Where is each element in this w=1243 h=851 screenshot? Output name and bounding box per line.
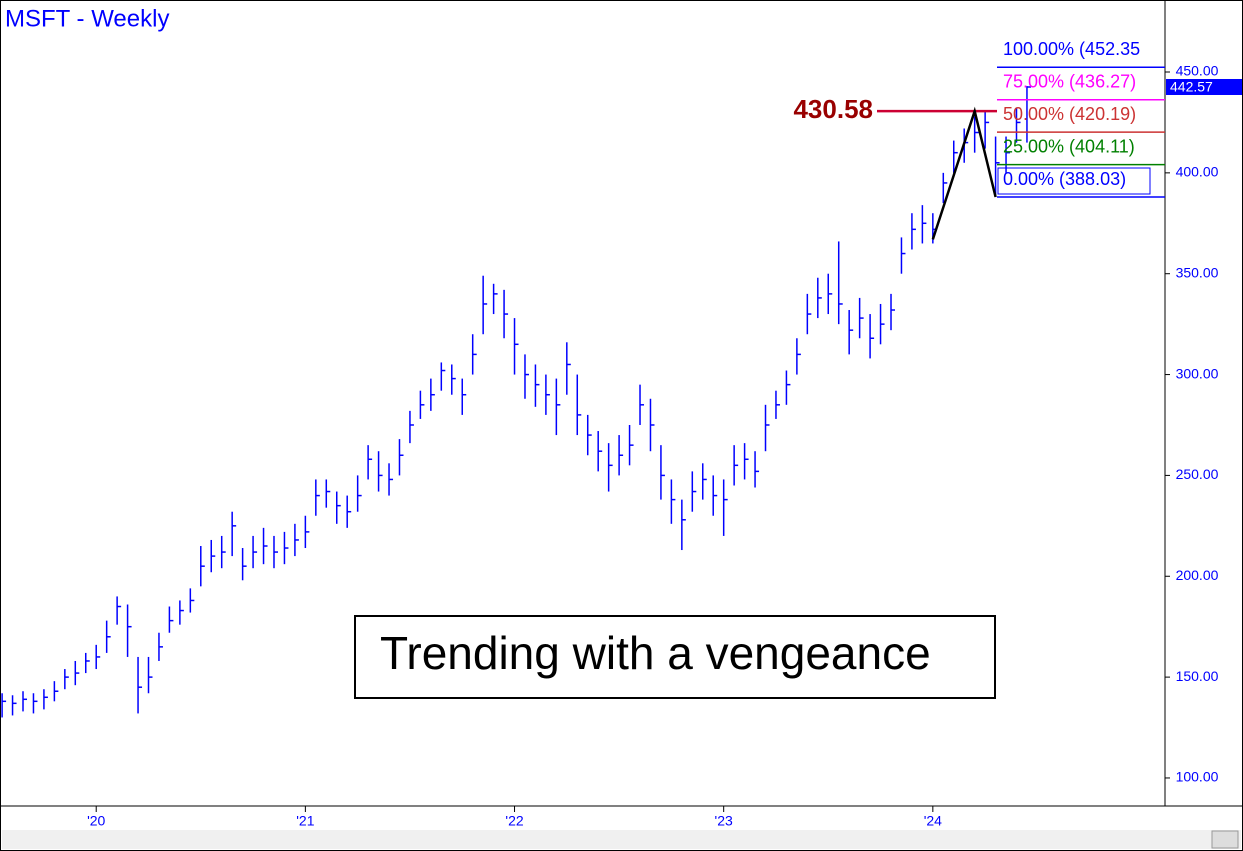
fib-label: 50.00% (420.19) xyxy=(1003,104,1136,124)
y-tick-label: 250.00 xyxy=(1176,466,1219,482)
fib-label: 75.00% (436.27) xyxy=(1003,71,1136,91)
fib-label: 25.00% (404.11) xyxy=(1003,136,1135,156)
y-tick-label: 400.00 xyxy=(1176,164,1219,180)
x-tick-label: '20 xyxy=(87,813,105,829)
annotation: Trending with a vengeance xyxy=(380,627,931,679)
fib-label: 100.00% (452.35 xyxy=(1003,39,1140,59)
scroll-thumb[interactable] xyxy=(1211,830,1239,849)
y-tick-label: 150.00 xyxy=(1176,668,1219,684)
x-tick-label: '23 xyxy=(715,813,733,829)
y-tick-label: 350.00 xyxy=(1176,264,1219,280)
x-tick-label: '22 xyxy=(505,813,523,829)
pattern-line xyxy=(931,106,997,240)
y-tick-label: 200.00 xyxy=(1176,567,1219,583)
price-tag xyxy=(1166,78,1242,95)
y-tick-label: 300.00 xyxy=(1176,365,1219,381)
x-tick-label: '24 xyxy=(924,813,942,829)
fib-label: 0.00% (388.03) xyxy=(1003,169,1126,189)
annotation-box xyxy=(354,615,996,699)
chart-title: MSFT - Weekly xyxy=(5,5,169,32)
x-tick-label: '21 xyxy=(296,813,314,829)
scrollbar[interactable] xyxy=(2,830,1241,849)
swing-label: 430.58 xyxy=(793,94,873,124)
fib-label-box xyxy=(997,167,1151,195)
price-tag-label: 442.57 xyxy=(1170,79,1213,95)
y-tick-label: 450.00 xyxy=(1176,63,1219,79)
y-tick-label: 100.00 xyxy=(1176,769,1219,785)
